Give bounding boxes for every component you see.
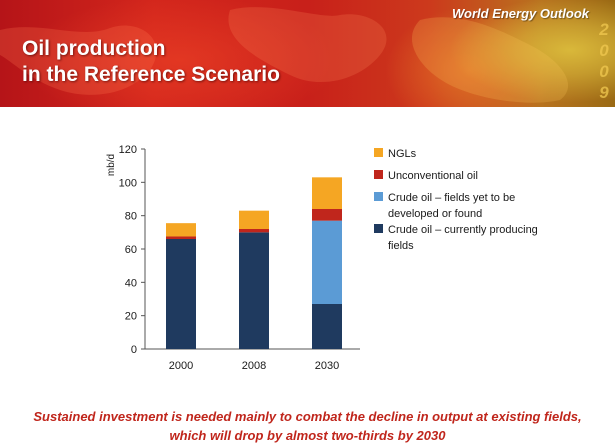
legend-swatch (374, 192, 383, 201)
legend-label: NGLs (388, 148, 417, 160)
bar-segment (166, 239, 196, 349)
x-tick-label: 2008 (242, 360, 266, 372)
bar-segment (166, 223, 196, 237)
bar-segment (312, 220, 342, 304)
title-banner: Oil production in the Reference Scenario… (0, 0, 615, 107)
y-tick-label: 0 (131, 344, 137, 356)
bar-segment (166, 236, 196, 239)
y-tick-label: 60 (125, 244, 137, 256)
caption-line2: which will drop by almost two-thirds by … (169, 428, 446, 443)
y-tick-label: 40 (125, 277, 137, 289)
bar-segment (239, 229, 269, 233)
x-tick-label: 2000 (169, 360, 193, 372)
caption-line1: Sustained investment is needed mainly to… (33, 409, 582, 424)
year-digit-4: 9 (599, 83, 609, 102)
y-axis-label: mb/d (106, 154, 117, 176)
bar-segment (312, 209, 342, 221)
page-title: Oil production in the Reference Scenario (22, 36, 280, 88)
legend-label: Crude oil – fields yet to be developed o… (388, 192, 516, 220)
legend-swatch (374, 170, 383, 179)
brand-logo-text: World Energy Outlook (452, 6, 589, 21)
bar-segment (239, 210, 269, 229)
legend-swatch (374, 224, 383, 233)
world-map-graphic (0, 7, 569, 103)
year-digit-2: 0 (599, 41, 609, 60)
year-digit-3: 0 (599, 62, 609, 81)
page-title-line2: in the Reference Scenario (22, 63, 280, 86)
bar-segment (312, 304, 342, 349)
y-tick-label: 100 (119, 177, 137, 189)
bar-segment (312, 177, 342, 209)
y-tick-label: 120 (119, 144, 137, 156)
x-tick-label: 2030 (315, 360, 339, 372)
caption: Sustained investment is needed mainly to… (0, 407, 615, 445)
y-tick-label: 80 (125, 211, 137, 223)
legend-label: Unconventional oil (388, 170, 478, 182)
legend-label: Crude oil – currently producing fields (388, 224, 538, 252)
bar-segment (239, 232, 269, 349)
page-title-line1: Oil production (22, 37, 166, 60)
year-digit-1: 2 (599, 20, 609, 39)
y-tick-label: 20 (125, 311, 137, 323)
legend-swatch (374, 148, 383, 157)
